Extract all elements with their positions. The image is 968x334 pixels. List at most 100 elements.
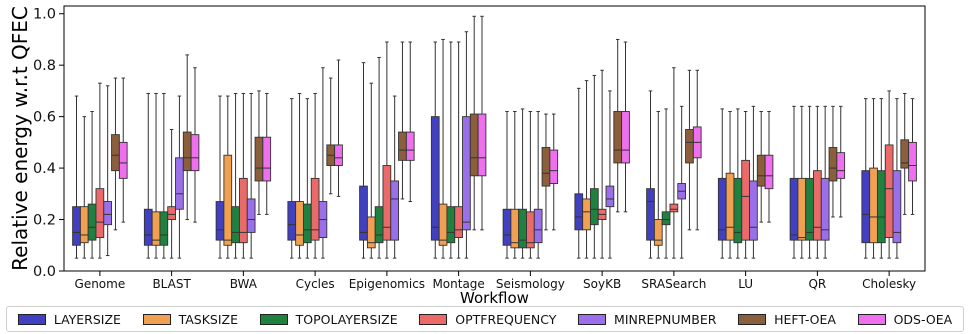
box-iqr xyxy=(613,111,623,164)
box-heft-oea xyxy=(326,77,336,195)
box-tasksize xyxy=(797,105,807,259)
box-optfrequency xyxy=(669,67,679,259)
y-tick-label: 0.8 xyxy=(33,58,56,74)
legend-label: LAYERSIZE xyxy=(53,311,121,327)
box-topolayersize xyxy=(374,56,384,259)
box-heft-oea xyxy=(398,41,407,200)
box-iqr xyxy=(861,170,871,244)
box-tasksize xyxy=(725,110,735,259)
box-iqr xyxy=(262,136,272,182)
y-tick-label: 0.0 xyxy=(33,264,56,280)
box-iqr xyxy=(518,208,527,249)
box-ods-oea xyxy=(908,98,917,215)
box-iqr xyxy=(79,206,89,244)
box-iqr xyxy=(103,201,113,226)
y-tick-label: 0.2 xyxy=(33,213,56,229)
box-iqr xyxy=(469,113,479,177)
box-topolayersize xyxy=(231,92,240,259)
legend-swatch xyxy=(578,313,607,325)
box-iqr xyxy=(87,203,97,241)
box-heft-oea xyxy=(828,105,838,218)
legend-swatch xyxy=(142,313,171,325)
box-iqr xyxy=(111,134,120,172)
x-tick-label: Montage xyxy=(432,277,484,291)
x-tick-label: Seismology xyxy=(496,277,565,291)
box-iqr xyxy=(239,177,248,244)
box-iqr xyxy=(582,198,591,231)
box-iqr xyxy=(182,131,192,172)
box-heft-oea xyxy=(613,38,623,213)
box-topolayersize xyxy=(661,108,671,259)
box-tasksize xyxy=(223,95,233,259)
box-minrepnumber xyxy=(103,85,113,257)
box-minrepnumber xyxy=(318,67,328,259)
x-tick-label: SRASearch xyxy=(641,277,706,291)
x-axis-title: Workflow xyxy=(460,289,529,306)
box-heft-oea xyxy=(254,90,264,215)
box-minrepnumber xyxy=(892,98,902,259)
legend-swatch xyxy=(738,313,767,325)
legend-item-heft-oea: HEFT-OEA xyxy=(738,312,836,327)
x-tick-label: BLAST xyxy=(152,277,191,291)
legend-swatch xyxy=(419,313,448,325)
box-iqr xyxy=(287,201,297,241)
legend-item-layersize: LAYERSIZE xyxy=(17,311,121,327)
box-iqr xyxy=(764,154,774,190)
box-iqr xyxy=(884,144,894,239)
box-ods-oea xyxy=(405,41,415,203)
box-iqr xyxy=(95,188,105,239)
x-tick-label: BWA xyxy=(230,277,258,291)
box-iqr xyxy=(310,177,320,241)
box-minrepnumber xyxy=(820,105,830,259)
box-iqr xyxy=(605,185,615,208)
box-topolayersize xyxy=(302,98,312,259)
box-iqr xyxy=(167,206,176,220)
box-ods-oea xyxy=(692,69,702,231)
box-minrepnumber xyxy=(677,105,687,259)
box-iqr xyxy=(797,177,807,241)
box-layersize xyxy=(861,98,871,259)
box-iqr xyxy=(462,116,471,231)
box-layersize xyxy=(574,87,584,259)
box-iqr xyxy=(454,206,463,239)
y-axis-title-group: Relative energy w.r.t QFEC xyxy=(8,6,32,271)
box-iqr xyxy=(869,167,878,244)
box-optfrequency xyxy=(741,110,750,259)
x-tick-label: Cycles xyxy=(296,277,335,291)
legend-item-minrepnumber: MINREPNUMBER xyxy=(578,312,716,327)
box-iqr xyxy=(175,157,184,210)
box-iqr xyxy=(254,136,264,182)
box-layersize xyxy=(215,95,225,259)
box-iqr xyxy=(533,208,543,244)
x-tick-label: QR xyxy=(808,277,826,291)
box-iqr xyxy=(159,211,169,246)
box-layersize xyxy=(430,41,440,259)
box-topolayersize xyxy=(518,108,527,259)
box-optfrequency xyxy=(382,41,392,259)
box-iqr xyxy=(685,129,694,164)
box-iqr xyxy=(502,208,512,246)
box-iqr xyxy=(789,177,799,241)
box-iqr xyxy=(741,159,750,241)
legend-item-tasksize: TASKSIZE xyxy=(142,312,238,327)
box-iqr xyxy=(828,147,838,182)
box-iqr xyxy=(908,141,917,182)
box-iqr xyxy=(892,170,902,244)
box-ods-oea xyxy=(836,105,846,218)
box-tasksize xyxy=(869,98,878,259)
box-iqr xyxy=(541,147,551,187)
box-optfrequency xyxy=(597,69,607,259)
legend-label: HEFT-OEA xyxy=(774,311,836,327)
box-heft-oea xyxy=(111,77,120,231)
box-ods-oea xyxy=(190,67,200,223)
box-ods-oea xyxy=(549,113,559,231)
box-layersize xyxy=(287,98,297,259)
box-iqr xyxy=(749,180,758,241)
legend: LAYERSIZE TASKSIZE TOPOLAYERSIZE OPTFREQUEN… xyxy=(6,306,964,332)
box-minrepnumber xyxy=(605,90,615,259)
box-heft-oea xyxy=(685,69,694,231)
box-iqr xyxy=(295,201,304,246)
box-iqr xyxy=(820,177,830,241)
box-topolayersize xyxy=(733,108,743,259)
box-iqr xyxy=(246,198,256,233)
